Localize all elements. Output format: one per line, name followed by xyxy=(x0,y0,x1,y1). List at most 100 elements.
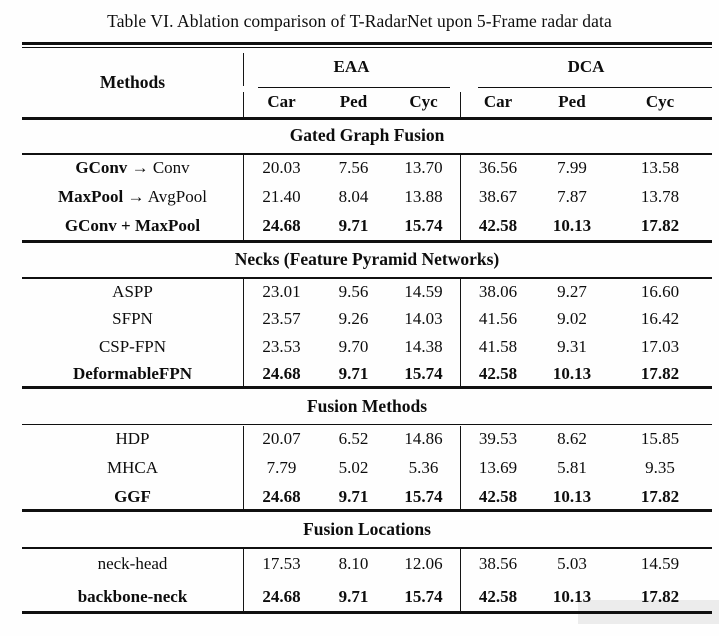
method-cell: GConv → Conv xyxy=(22,158,243,178)
section2-end-rule xyxy=(22,386,712,389)
method-text: MHCA xyxy=(106,457,158,477)
value-cell: 13.70 xyxy=(404,157,443,177)
value-cell: 15.85 xyxy=(640,429,680,449)
column-separator xyxy=(459,92,462,117)
column-header-dca-ped: Ped xyxy=(558,92,586,111)
value-cell: 41.58 xyxy=(478,336,518,356)
table-row: backbone-neck 24.68 9.71 15.74 42.58 10.13 17.… xyxy=(22,580,712,613)
method-text: MaxPool xyxy=(58,186,124,206)
cmidrule-dca xyxy=(478,87,712,89)
method-cell: GGF xyxy=(22,487,243,507)
column-separator xyxy=(242,154,245,240)
table-row: GConv → Conv 20.03 7.56 13.70 36.56 7.99 13.58 xyxy=(22,153,712,182)
method-text: SFPN xyxy=(112,309,153,329)
column-separator xyxy=(459,154,462,240)
table-row: MaxPool → AvgPool 21.40 8.04 13.88 38.67 7.87… xyxy=(22,182,712,211)
cmidrule-eaa xyxy=(258,87,450,89)
group-header-dca: DCA xyxy=(567,57,605,76)
column-separator xyxy=(242,425,245,509)
value-cell: 9.31 xyxy=(557,336,587,356)
method-text: CSP-FPN xyxy=(98,336,167,356)
value-cell: 10.13 xyxy=(552,216,592,236)
method-cell: CSP-FPN xyxy=(22,337,243,357)
column-header-dca-car: Car xyxy=(483,92,513,111)
method-text: → xyxy=(123,186,148,206)
value-cell: 15.74 xyxy=(404,586,443,606)
value-cell: 10.13 xyxy=(552,486,592,506)
value-cell: 9.70 xyxy=(338,336,369,356)
method-text: AvgPool xyxy=(147,186,207,206)
column-separator xyxy=(242,278,245,386)
method-text: GGF xyxy=(114,486,151,506)
value-cell: 10.13 xyxy=(552,364,592,384)
value-cell: 6.52 xyxy=(338,429,369,449)
table-row: DeformableFPN 24.68 9.71 15.74 42.58 10.13 17.… xyxy=(22,360,712,388)
method-cell: MHCA xyxy=(22,458,243,478)
value-cell: 17.82 xyxy=(640,364,680,384)
value-cell: 5.03 xyxy=(557,554,587,574)
value-cell: 41.56 xyxy=(478,309,518,329)
value-cell: 23.57 xyxy=(262,309,301,329)
table-row: MHCA 7.79 5.02 5.36 13.69 5.81 9.35 xyxy=(22,454,712,483)
section1-end-rule xyxy=(22,240,712,243)
value-cell: 12.06 xyxy=(404,554,443,574)
value-cell: 14.59 xyxy=(640,554,680,574)
table-row: CSP-FPN 23.53 9.70 14.38 41.58 9.31 17.03 xyxy=(22,333,712,361)
method-text: ASPP xyxy=(112,281,153,301)
value-cell: 8.04 xyxy=(338,186,369,206)
value-cell: 13.69 xyxy=(478,457,518,477)
methods-column-header: Methods xyxy=(99,71,166,92)
column-separator xyxy=(459,548,462,612)
method-cell: SFPN xyxy=(22,309,243,329)
value-cell: 23.01 xyxy=(262,281,301,301)
value-cell: 15.74 xyxy=(404,364,443,384)
value-cell: 16.60 xyxy=(640,281,680,301)
top-rule-thin xyxy=(22,46,712,48)
column-separator xyxy=(242,92,245,117)
value-cell: 15.74 xyxy=(404,486,443,506)
method-text: DeformableFPN xyxy=(73,364,192,384)
value-cell: 14.03 xyxy=(404,309,443,329)
section2-header-rule xyxy=(22,277,712,279)
method-cell: MaxPool → AvgPool xyxy=(22,187,243,207)
value-cell: 7.99 xyxy=(557,157,587,177)
value-cell: 9.02 xyxy=(557,309,587,329)
value-cell: 9.26 xyxy=(338,309,369,329)
method-text: GConv + MaxPool xyxy=(64,216,201,236)
value-cell: 39.53 xyxy=(478,429,518,449)
value-cell: 15.74 xyxy=(404,216,443,236)
table-sections: Gated Graph Fusion GConv → Conv 20.03 7.56 1… xyxy=(22,117,712,613)
header-bottom-rule xyxy=(22,117,712,120)
value-cell: 9.71 xyxy=(338,216,369,236)
value-cell: 42.58 xyxy=(478,586,518,606)
table-header: Methods EAA DCA Car Ped Cyc Car Ped Cyc xyxy=(22,47,712,117)
value-cell: 17.82 xyxy=(640,586,680,606)
table-row: ASPP 23.01 9.56 14.59 38.06 9.27 16.60 xyxy=(22,278,712,306)
method-text: neck-head xyxy=(97,554,168,574)
method-text: Conv xyxy=(152,157,190,177)
value-cell: 5.02 xyxy=(338,457,369,477)
section-title: Fusion Locations xyxy=(303,518,431,539)
value-cell: 17.82 xyxy=(640,486,680,506)
value-cell: 13.88 xyxy=(404,186,443,206)
table-row: HDP 20.07 6.52 14.86 39.53 8.62 15.85 xyxy=(22,425,712,454)
value-cell: 9.71 xyxy=(338,364,369,384)
method-cell: GConv + MaxPool xyxy=(22,216,243,236)
value-cell: 13.58 xyxy=(640,157,680,177)
table-row: neck-head 17.53 8.10 12.06 38.56 5.03 14.59 xyxy=(22,548,712,581)
section4-header-rule xyxy=(22,547,712,549)
bottom-rule xyxy=(22,611,712,615)
table-section: Necks (Feature Pyramid Networks) ASPP 23.0… xyxy=(22,241,712,388)
value-cell: 9.56 xyxy=(338,281,369,301)
value-cell: 8.62 xyxy=(557,429,587,449)
value-cell: 23.53 xyxy=(262,336,301,356)
section-title: Fusion Methods xyxy=(306,395,428,416)
table-row: GGF 24.68 9.71 15.74 42.58 10.13 17.82 xyxy=(22,482,712,511)
value-cell: 10.13 xyxy=(552,586,592,606)
column-separator xyxy=(459,425,462,509)
value-cell: 16.42 xyxy=(640,309,680,329)
section1-header-rule xyxy=(22,153,712,155)
section3-header-rule xyxy=(22,424,712,426)
value-cell: 13.78 xyxy=(640,186,680,206)
